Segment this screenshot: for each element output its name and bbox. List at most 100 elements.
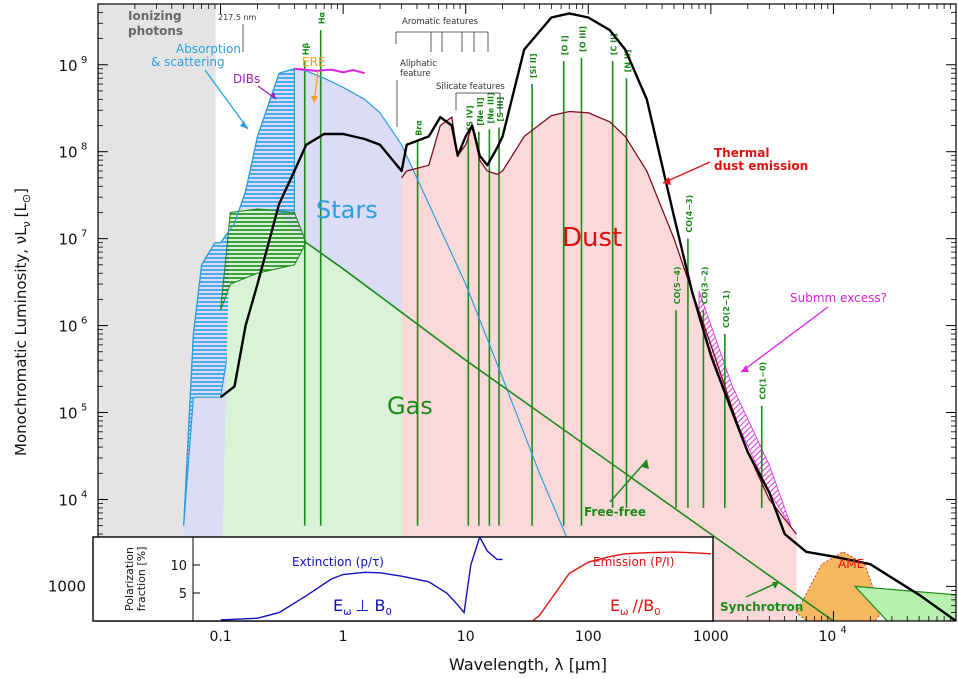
par-rel: //B [632,596,654,615]
emission-label: Emission (P/I) [593,555,674,569]
thermal-arrow [662,161,711,184]
ame-label: AME [838,557,864,571]
absorption-label-1: Absorption [176,42,241,56]
y-axis-subscript: ν [20,221,33,227]
y-axis-unit-end: ] [12,188,30,194]
polarization-inset: 5 10 Polarization fraction [%] Extinction… [92,536,714,622]
emission-line-label-3: [S IV] [465,105,474,130]
y-tick-label-4: 10 [58,144,77,162]
y-tick-label-2: 10 [58,318,77,336]
freefree-arrowhead [642,460,649,469]
ere-arrowhead [311,96,318,103]
aliphatic-label-2: feature [400,69,431,79]
par-zero: 0 [654,607,660,618]
aromatic-brackets [395,31,489,52]
inset-ylabel-2: fraction [%] [135,547,148,612]
absorption-arrow [204,69,249,130]
emission-line-label-13: CO(4−3) [685,195,694,233]
emission-line-label-5: [Ne III] [486,92,495,123]
ere-label: ERE [302,55,326,69]
inset-ticks: 5 10 [170,559,200,602]
y-tick-label-3: 10 [58,231,77,249]
thermal-label-2: dust emission [714,159,808,173]
inset-y-tick-label-0: 5 [179,587,187,602]
emission-line-label-8: [O I] [561,35,570,55]
submm-arrowhead [741,365,749,372]
emission-line-label-16: CO(1−0) [759,362,768,400]
dust-area [401,111,797,621]
y-tick-label-0: 10 [58,491,77,509]
inset-y-tick-label-1: 10 [170,559,187,574]
aliphatic-label-1: Aliphatic [400,59,437,69]
stars-extrapolation-line [183,68,601,621]
emission-line-label-7: [Si II] [529,53,538,78]
perp-label: Eω ⊥ B0 [333,596,392,618]
emission-line-label-9: [O III] [578,26,587,52]
submm-label: Submm excess? [790,291,887,305]
emission-line-label-14: CO(3−2) [700,266,709,304]
par-e: E [610,596,620,615]
emission-line-label-1: Hα [318,11,327,24]
total-line [219,12,956,621]
main-plot-layer: Hβ Hα Brα [S IV] [Ne II] [Ne III] [S III] [Si I… [98,4,956,621]
y-tick-label-1: 10 [58,405,77,423]
x-tick-label-2: 10 [457,629,475,645]
y-axis-unit-symbol: ⊙ [20,194,33,203]
dust-line [401,110,798,535]
silicate-brackets [455,92,501,113]
silicate-label: Silicate features [436,82,505,92]
perp-zero: 0 [385,607,391,618]
synchrotron-label: Synchrotron [720,600,803,614]
dust-label: Dust [562,223,622,253]
perp-e: E [333,596,343,615]
gas-line [305,241,835,621]
x-tick-label-0: 0.1 [209,629,231,645]
y-axis-label: Monochromatic Luminosity, νLν [L⊙] [12,188,33,456]
y-tick-label-exp-3: 7 [81,229,87,240]
emission-line-label-6: [S III] [496,97,505,122]
freefree-label: Free-free [584,505,646,519]
synchrotron-arrowhead [772,582,779,589]
emission-lines: Hβ Hα Brα [S IV] [Ne II] [Ne III] [S III] [Si I… [302,11,768,526]
y-tick-label-exp-2: 6 [81,316,87,327]
y-tick-label-exp-4: 8 [81,142,87,153]
ame-area [795,551,883,621]
x-tick-label-1: 1 [339,629,348,645]
emission-line-label-15: CO(2−1) [722,290,731,328]
ionizing-label-2: photons [128,24,183,38]
emission-line-label-0: Hβ [302,42,311,55]
par-label: Eω //B0 [610,596,661,618]
y-tick-label-exp-5: 9 [81,55,87,66]
submm-arrow [740,306,829,373]
x-tick-label-pow-exp: 4 [840,625,846,636]
y-axis-unit: [L [12,202,30,217]
emission-line-label-11: [N II] [623,49,632,72]
aromatic-label: Aromatic features [402,17,479,27]
svg-text:Monochromatic Luminosity, νLν[: Monochromatic Luminosity, νLν [L⊙] [12,188,33,456]
absorption-label-2: & scattering [151,55,225,69]
dibs-arrowhead [270,92,276,99]
absorption-arrowhead [240,121,248,129]
emission-line-label-2: Brα [415,120,424,136]
perp-rel: ⊥ B [355,596,385,615]
x-axis-label: Wavelength, λ [μm] [449,655,607,674]
emission-curve [531,551,711,621]
par-omega: ω [620,607,628,618]
y-tick-label-exp-1: 5 [81,403,87,414]
inset-ylabel-1: Polarization [123,547,136,611]
perp-omega: ω [343,607,351,618]
gas-label: Gas [387,392,433,420]
y-axis-title: Monochromatic Luminosity, νL [12,227,30,456]
thermal-label-1: Thermal [714,146,770,160]
synchrotron-area [853,585,956,621]
emission-line-label-12: CO(5−4) [673,266,682,304]
x-tick-label-pow: 10 [819,629,837,645]
emission-line-label-10: [C II] [610,33,619,55]
x-tick-label-4: 1000 [693,629,729,645]
dibs-squiggle [294,67,365,75]
inset-frame [92,536,714,622]
ionizing-label-1: Ionizing [128,9,182,23]
emission-line-label-4: [Ne II] [476,98,485,126]
